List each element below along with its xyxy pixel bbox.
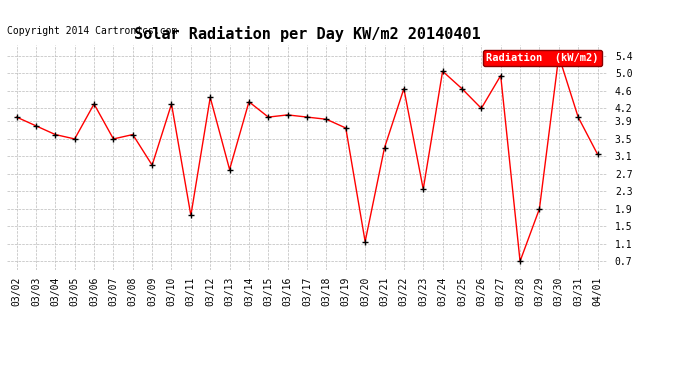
- Legend: Radiation  (kW/m2): Radiation (kW/m2): [483, 50, 602, 66]
- Text: Copyright 2014 Cartronics.com: Copyright 2014 Cartronics.com: [7, 26, 177, 36]
- Title: Solar Radiation per Day KW/m2 20140401: Solar Radiation per Day KW/m2 20140401: [134, 27, 480, 42]
